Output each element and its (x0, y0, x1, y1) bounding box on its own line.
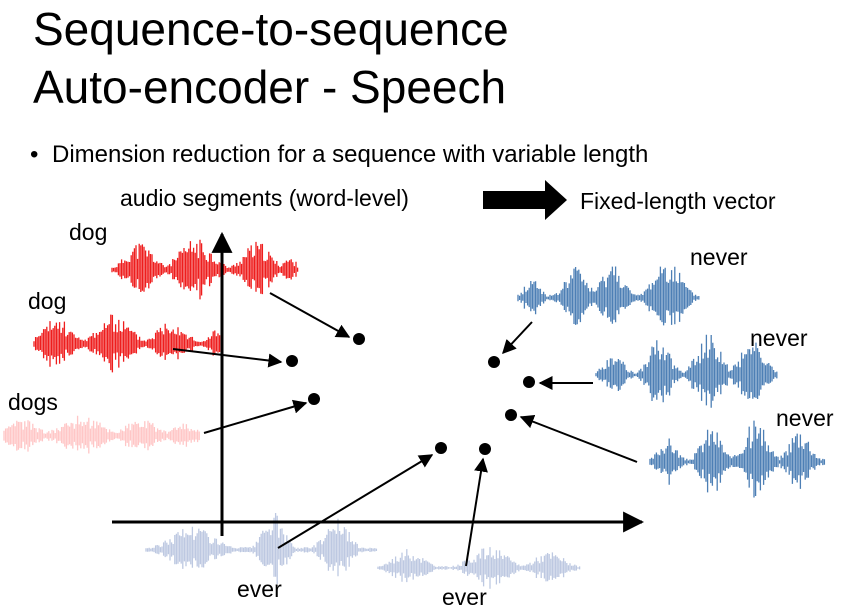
connector-arrow (465, 457, 488, 567)
label-never: never (690, 244, 748, 270)
right-caption: Fixed-length vector (580, 188, 776, 214)
waveform-trace (649, 420, 826, 498)
waveform-trace (33, 314, 224, 373)
connector-arrow (502, 321, 533, 355)
embedding-point (488, 356, 500, 368)
waveform-icon (111, 239, 299, 300)
bullet-item: • Dimension reduction for a sequence with… (30, 141, 648, 169)
connector-arrow (203, 399, 308, 434)
embedding-point (479, 443, 491, 455)
bullet-icon: • (30, 141, 39, 168)
embedding-point (353, 333, 365, 345)
label-never: never (776, 405, 834, 431)
connector-arrow (277, 454, 434, 549)
label-ever: ever (237, 576, 282, 602)
label-dog: dog (69, 219, 108, 245)
waveform-trace (3, 415, 200, 454)
connector-arrow (172, 348, 283, 368)
waveform-icon (377, 547, 581, 589)
title-line-1: Sequence-to-sequence (33, 3, 509, 55)
waveform-trace (595, 334, 778, 408)
embedding-point (505, 409, 517, 421)
embedding-point (523, 376, 535, 388)
waveform-icon (517, 266, 700, 326)
bullet-text: Dimension reduction for a sequence with … (52, 141, 649, 168)
label-never: never (750, 325, 808, 351)
waveform-icon (595, 334, 778, 408)
waveform-icon (145, 513, 378, 584)
label-ever: ever (442, 584, 487, 610)
label-dogs: dogs (8, 389, 58, 415)
waveform-trace (517, 266, 700, 326)
waveform-icon (33, 314, 224, 373)
label-dog: dog (28, 288, 67, 314)
embedding-point (308, 393, 320, 405)
connector-arrow (519, 415, 638, 463)
right-arrow-icon (483, 180, 567, 220)
waveform-icon (3, 415, 200, 454)
waveform-trace (111, 239, 299, 300)
embedding-point (286, 355, 298, 367)
waveform-trace (377, 547, 581, 589)
embedding-point (435, 442, 447, 454)
title-line-2: Auto-encoder - Speech (33, 61, 507, 113)
left-caption: audio segments (word-level) (120, 185, 409, 211)
waveform-icon (649, 420, 826, 498)
connector-arrow (269, 292, 351, 338)
waveform-trace (145, 513, 378, 584)
